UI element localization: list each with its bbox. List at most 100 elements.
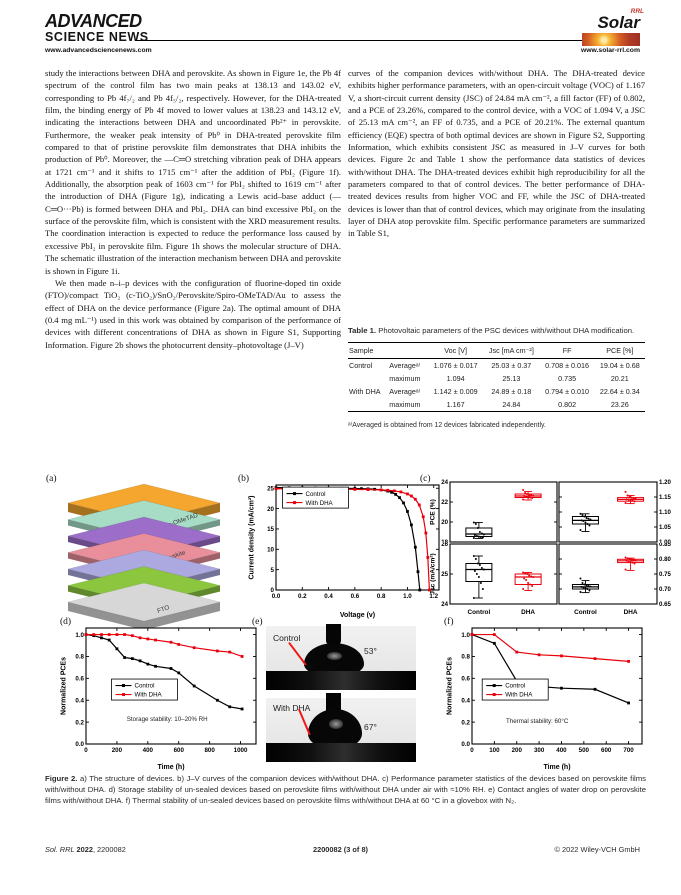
svg-text:400: 400	[556, 747, 567, 754]
svg-text:25: 25	[441, 571, 448, 578]
svg-text:Normalized PCEs: Normalized PCEs	[447, 657, 454, 715]
svg-text:1.20: 1.20	[659, 479, 671, 486]
svg-text:0: 0	[470, 747, 474, 754]
table-row: maximum 1.094 25.13 0.735 20.21	[389, 374, 629, 384]
svg-text:1.0: 1.0	[75, 632, 84, 639]
svg-text:0.4: 0.4	[461, 697, 470, 704]
contact-angle-control-value: 53°	[364, 646, 377, 656]
svg-text:Current density (mA/cm²): Current density (mA/cm²)	[249, 495, 256, 579]
svg-text:15: 15	[267, 526, 274, 533]
svg-text:1.05: 1.05	[659, 524, 671, 531]
panel-label-a: (a)	[46, 474, 57, 484]
svg-text:0.70: 0.70	[659, 586, 671, 593]
svg-text:20: 20	[441, 519, 448, 526]
table-caption: Table 1. Photovoltaic parameters of the …	[348, 326, 645, 336]
solar-rrl-logo: Solar RRL	[560, 8, 644, 46]
perovskite-film-band	[266, 671, 416, 690]
svg-text:DHA: DHA	[624, 609, 638, 616]
svg-text:Time (h): Time (h)	[543, 764, 570, 771]
perovskite-film-band	[266, 743, 416, 762]
svg-text:24: 24	[441, 601, 448, 608]
panel-label-e: (e)	[252, 617, 263, 627]
tangent-line	[298, 709, 311, 736]
svg-text:100: 100	[489, 747, 500, 754]
svg-text:0: 0	[271, 587, 275, 594]
svg-text:Storage stability: 10–20% RH: Storage stability: 10–20% RH	[127, 716, 208, 723]
photovoltaic-parameters-table: Sample Voc [V] Jsc [mA cm⁻²] FF PCE [%] Contr…	[348, 342, 645, 413]
svg-text:0.0: 0.0	[272, 593, 281, 600]
tangent-line	[288, 642, 307, 666]
footer-article-no: , 2200082	[92, 845, 126, 854]
table-caption-text: Photovoltaic parameters of the PSC devic…	[376, 326, 635, 335]
svg-text:Control: Control	[468, 609, 491, 616]
contact-angle-photo-dha: With DHA 67°	[266, 693, 416, 762]
table-row: With DHA Averageᵃ⁾ 1.142 ± 0.009 24.89 ± 0.…	[349, 387, 640, 397]
svg-text:0.65: 0.65	[659, 601, 671, 608]
svg-text:700: 700	[623, 747, 634, 754]
jv-curves-chart: 0.0 0.2 0.4 0.6 0.8 1.0 1.2 0 5 10 15 20 25 Voltage (…	[249, 484, 440, 619]
svg-text:25: 25	[267, 485, 274, 492]
svg-text:DHA: DHA	[521, 609, 535, 616]
svg-text:0.85: 0.85	[659, 543, 671, 548]
water-droplet	[308, 709, 362, 749]
svg-text:0.2: 0.2	[75, 719, 84, 726]
svg-text:5: 5	[271, 567, 275, 574]
svg-text:0.0: 0.0	[461, 741, 470, 748]
svg-text:0.80: 0.80	[659, 556, 671, 563]
footer-journal: Sol. RRL	[45, 845, 77, 854]
svg-text:0.0: 0.0	[75, 741, 84, 748]
svg-text:10: 10	[267, 547, 274, 554]
svg-text:1.15: 1.15	[659, 494, 671, 501]
svg-text:PCE (%): PCE (%)	[430, 499, 437, 525]
svg-text:1000: 1000	[234, 747, 248, 754]
footer-citation: Sol. RRL 2022, 2200082	[45, 845, 126, 854]
right-column: curves of the companion devices with/wit…	[348, 67, 645, 240]
svg-text:0.4: 0.4	[75, 697, 84, 704]
svg-text:26: 26	[441, 543, 448, 548]
contact-angle-control-label: Control	[273, 633, 301, 643]
svg-text:22: 22	[441, 499, 448, 506]
svg-text:0: 0	[84, 747, 88, 754]
figure-caption-number: Figure 2.	[45, 774, 78, 783]
svg-text:0.8: 0.8	[377, 593, 386, 600]
contact-angle-dha-value: 67°	[364, 722, 377, 732]
svg-text:200: 200	[112, 747, 123, 754]
svg-text:With DHA: With DHA	[306, 500, 334, 507]
svg-text:1.0: 1.0	[461, 632, 470, 639]
svg-text:600: 600	[601, 747, 612, 754]
svg-text:Control: Control	[574, 609, 597, 616]
advanced-science-news-logo: ADVANCED SCIENCE NEWS	[45, 12, 149, 44]
right-paragraph-1: curves of the companion devices with/wit…	[348, 68, 645, 239]
svg-text:Control: Control	[505, 683, 525, 690]
svg-text:18: 18	[441, 539, 448, 543]
pce-boxplot: 18 20 22 24 PCE (%)	[430, 479, 558, 543]
svg-text:Thermal stability: 60°C: Thermal stability: 60°C	[506, 718, 569, 725]
jsc-boxplot: 24 25 26 Jsc (mA/cm²) Control DHA	[430, 543, 558, 616]
svg-text:0.2: 0.2	[298, 593, 307, 600]
svg-text:1.0: 1.0	[403, 593, 412, 600]
svg-text:0.6: 0.6	[75, 676, 84, 683]
table-footnote: ᵃ⁾Averaged is obtained from 12 devices f…	[348, 422, 546, 430]
footer-copyright: © 2022 Wiley-VCH GmbH	[554, 845, 640, 854]
footer-year: 2022	[76, 845, 93, 854]
solar-logo-box	[582, 33, 640, 46]
svg-text:Control: Control	[306, 491, 326, 498]
table-caption-number: Table 1.	[348, 326, 377, 335]
header-rule	[135, 40, 587, 42]
ff-boxplot: 0.650.700.750.800.85FFControlDHA	[558, 543, 671, 616]
svg-text:600: 600	[174, 747, 185, 754]
figure-caption-text: a) The structure of devices. b) J–V curv…	[45, 774, 646, 805]
svg-text:800: 800	[204, 747, 215, 754]
table-1-block: Table 1. Photovoltaic parameters of the …	[348, 326, 645, 429]
thermal-stability-chart: 0 100 200 300 400 500 600 700 0.0 0.2 0.4 0.6 0.8 1.0…	[447, 627, 643, 771]
voc-boxplot: 1.001.051.101.151.20Voc (V)	[558, 479, 671, 543]
left-paragraph-2: We then made n–i–p devices with the conf…	[45, 277, 341, 350]
svg-text:0.8: 0.8	[461, 654, 470, 661]
panel-label-d: (d)	[60, 617, 72, 627]
svg-text:0.6: 0.6	[351, 593, 360, 600]
logo-line1: ADVANCED	[45, 11, 142, 31]
svg-text:With DHA: With DHA	[505, 692, 533, 699]
figure-2-caption: Figure 2. a) The structure of devices. b…	[45, 774, 646, 806]
journal-url: www.solar-rrl.com	[580, 47, 640, 54]
